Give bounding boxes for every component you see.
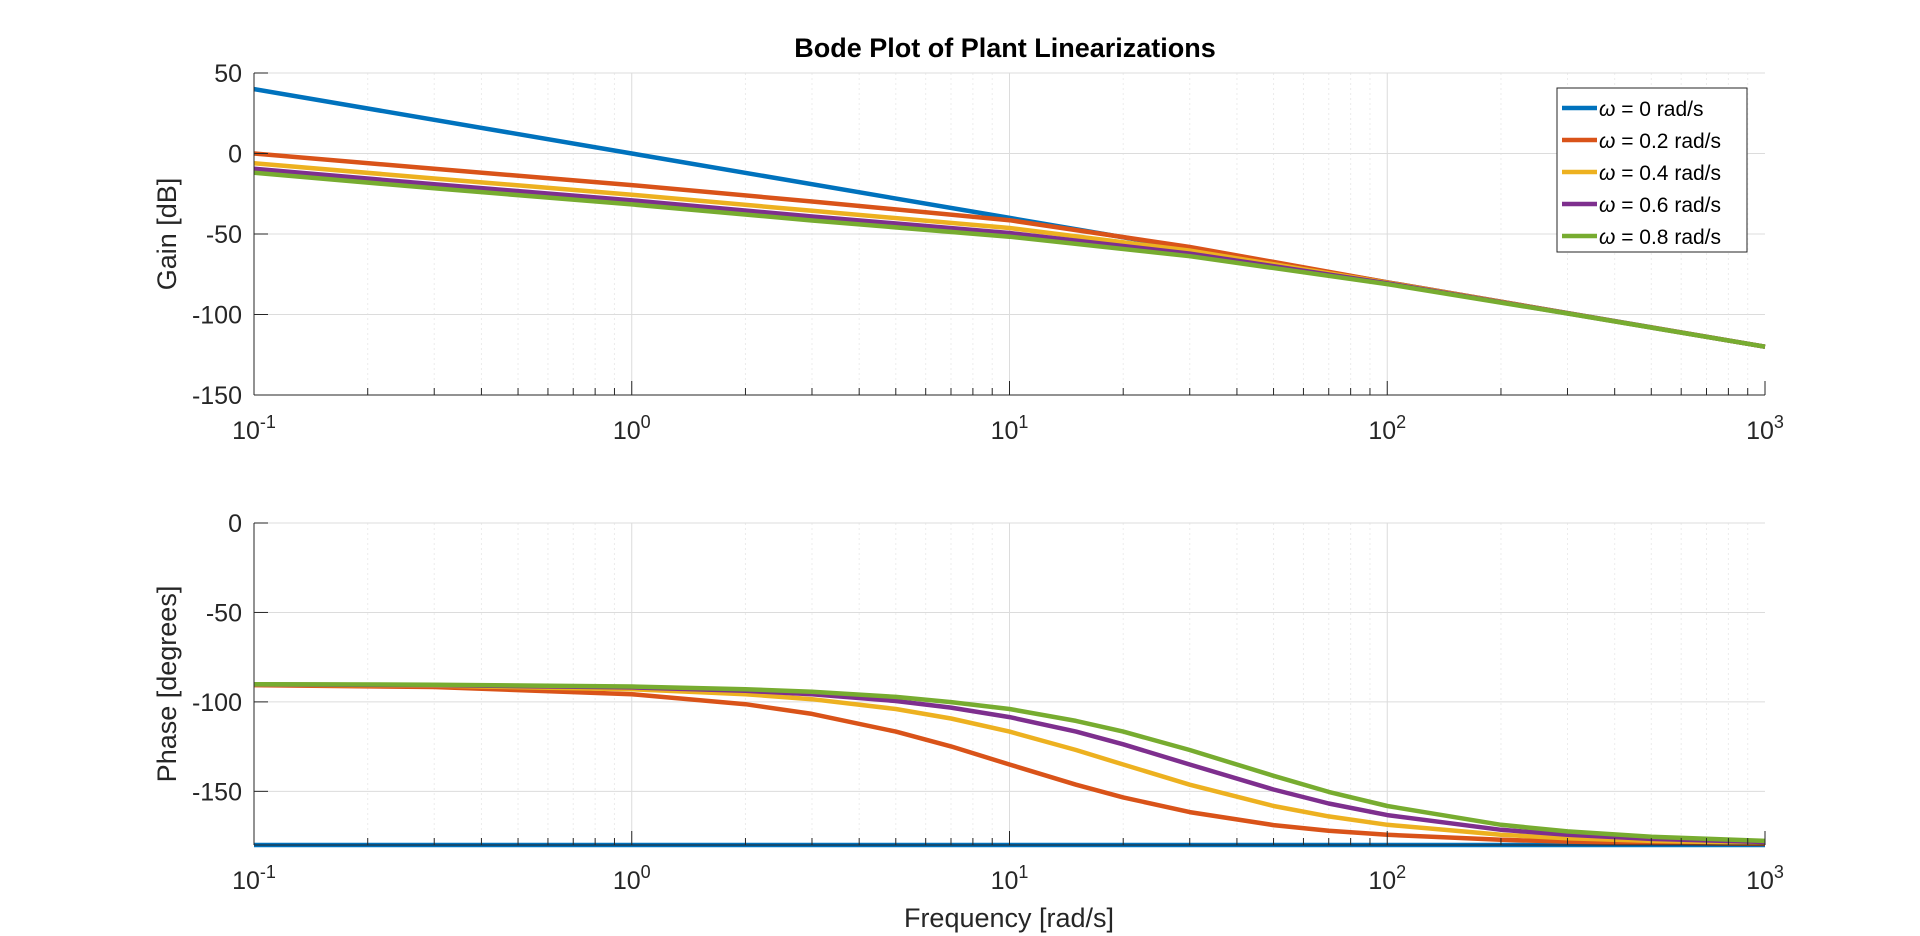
gain-series-line-4 (253, 170, 1766, 349)
legend-label-1: ω = 0.2 rad/s (1599, 130, 1721, 153)
chart-title: Bode Plot of Plant Linearizations (794, 33, 1216, 63)
y-tick-label: -150 (192, 382, 242, 410)
gain-y-tick-labels: 50 0 -50 -100 -150 (192, 60, 242, 410)
gain-axes: 50 0 -50 -100 -150 10-1 100 101 102 103 Gain [dB… (152, 60, 1784, 445)
phase-x-tick-labels: 10-1 100 101 102 103 (232, 862, 1784, 895)
x-tick-label: 100 (613, 862, 651, 895)
x-tick-label: 101 (991, 412, 1029, 445)
phase-y-tick-labels: 0 -50 -100 -150 (192, 510, 242, 806)
y-tick-label: -100 (192, 302, 242, 330)
phase-series-line-1 (253, 682, 1766, 847)
gain-y-axis-label: Gain [dB] (152, 178, 182, 291)
x-tick-label: 10-1 (232, 862, 276, 895)
gain-x-tick-labels: 10-1 100 101 102 103 (232, 412, 1784, 445)
x-tick-label: 101 (991, 862, 1029, 895)
legend-label-3: ω = 0.6 rad/s (1599, 194, 1721, 217)
legend-label-4: ω = 0.8 rad/s (1599, 226, 1721, 249)
y-tick-label: -150 (192, 778, 242, 806)
phase-axes: 0 -50 -100 -150 10-1 100 101 102 103 Phase [deg… (152, 510, 1784, 933)
gain-series-lines (253, 86, 1766, 349)
x-tick-label: 102 (1368, 412, 1406, 445)
x-tick-label: 103 (1746, 862, 1784, 895)
x-tick-label: 10-1 (232, 412, 276, 445)
legend-label-2: ω = 0.4 rad/s (1599, 162, 1721, 185)
y-tick-label: -50 (206, 221, 242, 249)
y-tick-label: 50 (214, 60, 242, 88)
legend-entries: ω = 0 rad/s ω = 0.2 rad/s ω = 0.4 rad/s ω =… (1562, 98, 1721, 249)
x-axis-label: Frequency [rad/s] (904, 903, 1114, 933)
x-tick-label: 100 (613, 412, 651, 445)
phase-axes-frame (253, 522, 1766, 846)
y-tick-label: 0 (228, 510, 242, 538)
x-tick-label: 103 (1746, 412, 1784, 445)
x-tick-label: 102 (1368, 862, 1406, 895)
y-tick-label: -100 (192, 689, 242, 717)
y-tick-label: -50 (206, 599, 242, 627)
phase-series-line-4 (253, 681, 1766, 844)
phase-y-axis-label: Phase [degrees] (152, 586, 182, 783)
gain-axes-frame (253, 72, 1766, 396)
legend: ω = 0 rad/s ω = 0.2 rad/s ω = 0.4 rad/s ω =… (1556, 87, 1748, 253)
legend-label-0: ω = 0 rad/s (1599, 98, 1704, 121)
y-tick-label: 0 (228, 141, 242, 169)
phase-series-line-2 (253, 682, 1766, 846)
